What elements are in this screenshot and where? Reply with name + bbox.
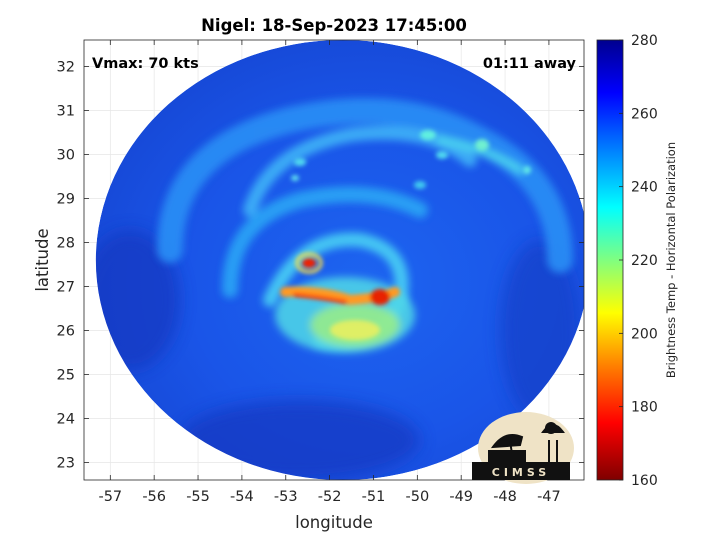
colorbar-tick-label: 180 (631, 400, 658, 416)
dark-region-south (180, 400, 420, 480)
colorbar-ticks: 160 180 200 220 240 260 280 (619, 33, 658, 489)
rainband-mid (222, 186, 428, 298)
y-tick-label: 25 (57, 367, 75, 383)
vmax-annotation: Vmax: 70 kts (92, 56, 199, 72)
cell-1 (420, 130, 436, 140)
x-tick-label: -54 (230, 489, 254, 505)
y-tick-label: 24 (57, 411, 75, 427)
y-axis-ticks: 23 24 25 26 27 28 29 30 31 32 (57, 59, 584, 471)
x-tick-label: -55 (186, 489, 210, 505)
x-tick-label: -51 (362, 489, 386, 505)
core-yellow-south (330, 320, 380, 340)
x-axis-ticks: -57 -56 -55 -54 -53 -52 -51 -50 -49 -48 -47 (98, 40, 561, 505)
logo-text: CIMSS (492, 466, 550, 479)
time-offset-annotation: 01:11 away (483, 56, 577, 72)
x-tick-label: -52 (318, 489, 342, 505)
colorbar-tick-label: 160 (631, 473, 658, 489)
logo-building (488, 450, 526, 462)
cell-3 (436, 151, 448, 159)
cell-7 (291, 175, 299, 181)
x-tick-label: -47 (537, 489, 561, 505)
y-tick-label: 26 (57, 323, 75, 339)
colorbar-tick-label: 200 (631, 326, 658, 342)
colorbar-tick-label: 280 (631, 33, 658, 49)
colorbar-tick-label: 240 (631, 180, 658, 196)
figure-title: Nigel: 18-Sep-2023 17:45:00 (201, 16, 467, 35)
y-tick-label: 28 (57, 235, 75, 251)
y-tick-label: 27 (57, 279, 75, 295)
hot-spot-north-halo (295, 252, 323, 274)
colorbar: 160 180 200 220 240 260 280 Brightness Temp - … (596, 33, 678, 489)
x-axis-label: longitude (295, 513, 373, 532)
y-tick-label: 30 (57, 147, 75, 163)
colorbar-label: Brightness Temp - Horizontal Polarizatio… (664, 142, 678, 378)
y-tick-label: 32 (57, 59, 75, 75)
logo-tower-top (545, 422, 557, 434)
y-axis-label: latitude (33, 228, 52, 291)
axes-frame (83, 39, 585, 481)
cimss-logo: CIMSS (472, 412, 574, 484)
cell-2 (475, 139, 489, 151)
x-tick-label: -50 (405, 489, 429, 505)
y-tick-label: 29 (57, 191, 75, 207)
y-tick-label: 23 (57, 455, 75, 471)
colorbar-tick-label: 220 (631, 253, 658, 269)
rainband-east (436, 136, 524, 174)
x-tick-label: -48 (493, 489, 517, 505)
cell-5 (294, 158, 306, 166)
y-tick-label: 31 (57, 103, 75, 119)
cell-6 (414, 181, 426, 189)
hot-spot-north (302, 258, 316, 268)
cell-4 (523, 166, 531, 174)
x-tick-label: -53 (274, 489, 298, 505)
colorbar-ramp (597, 40, 623, 480)
x-tick-label: -57 (98, 489, 122, 505)
x-tick-label: -49 (449, 489, 473, 505)
colorbar-tick-label: 260 (631, 106, 658, 122)
rainband-outer (157, 98, 573, 273)
hot-spot-east (370, 289, 390, 305)
eyewall-hot-core (293, 293, 347, 304)
x-tick-label: -56 (142, 489, 166, 505)
logo-base-bar (472, 462, 570, 480)
